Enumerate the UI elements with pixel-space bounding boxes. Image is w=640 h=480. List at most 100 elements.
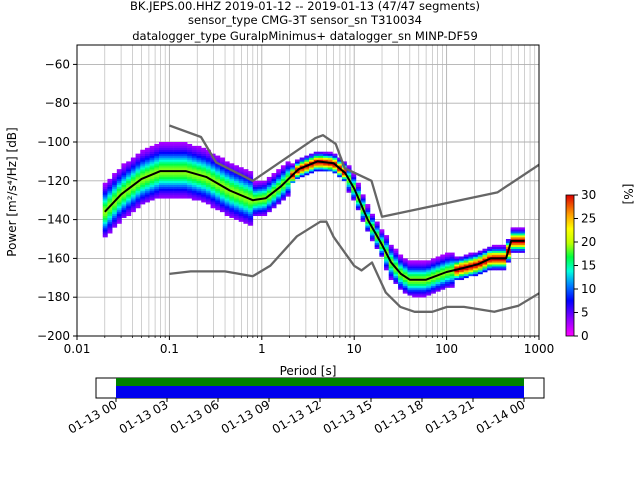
psd-density-cell (388, 258, 394, 261)
psd-density-cell (126, 194, 132, 197)
psd-density-cell (262, 186, 268, 189)
psd-density-cell (229, 215, 235, 218)
psd-density-cell (477, 268, 483, 271)
psd-density-cell (435, 287, 441, 290)
psd-density-cell (468, 268, 474, 271)
psd-density-cell (496, 244, 502, 248)
psd-density-cell (107, 184, 113, 187)
psd-density-cell (346, 165, 352, 168)
psd-density-cell (238, 167, 244, 170)
psd-density-cell (416, 266, 422, 269)
psd-density-cell (416, 264, 422, 267)
psd-density-cell (459, 256, 465, 259)
psd-density-cell (177, 145, 183, 149)
psd-density-cell (252, 209, 258, 213)
psd-density-cell (102, 182, 108, 185)
psd-density-cell (163, 178, 169, 182)
psd-density-cell (327, 159, 333, 162)
psd-density-cell (444, 260, 450, 263)
psd-density-cell (510, 231, 516, 234)
psd-density-cell (243, 204, 249, 207)
psd-density-cell (191, 163, 197, 166)
psd-density-cell (440, 287, 446, 290)
psd-density-cell (234, 178, 240, 182)
psd-density-cell (463, 260, 469, 263)
psd-density-cell (266, 209, 272, 213)
psd-density-cell (430, 289, 436, 292)
psd-density-cell (187, 153, 193, 156)
psd-density-cell (187, 149, 193, 152)
psd-density-cell (224, 161, 230, 164)
psd-density-cell (112, 186, 118, 189)
psd-density-cell (163, 176, 169, 180)
psd-density-cell (182, 161, 188, 164)
psd-density-cell (243, 184, 249, 187)
psd-density-cell (173, 173, 179, 176)
psd-density-cell (276, 202, 282, 205)
psd-density-cell (285, 161, 291, 164)
psd-density-cell (248, 194, 254, 197)
psd-density-cell (107, 178, 113, 182)
psd-density-cell (299, 171, 305, 174)
psd-density-cell (318, 163, 324, 166)
psd-density-cell (262, 192, 268, 195)
psd-density-cell (449, 252, 455, 255)
psd-density-cell (234, 165, 240, 168)
psd-density-cell (332, 167, 338, 170)
psd-density-cell (435, 262, 441, 265)
psd-density-cell (201, 165, 207, 168)
psd-density-cell (257, 184, 263, 187)
psd-density-cell (384, 266, 390, 269)
psd-density-cell (318, 169, 324, 172)
psd-density-cell (327, 157, 333, 160)
y-axis-ticks: −200−180−160−140−120−100−80−60 (37, 57, 77, 343)
y-tick-label: −120 (37, 174, 70, 188)
psd-density-cell (182, 165, 188, 168)
psd-density-cell (149, 147, 155, 151)
psd-density-cell (187, 157, 193, 160)
psd-density-cell (196, 176, 202, 180)
psd-density-cell (266, 190, 272, 193)
psd-density-cell (519, 237, 525, 240)
psd-density-cell (205, 186, 211, 189)
psd-density-cell (154, 153, 160, 156)
psd-density-cell (107, 186, 113, 189)
psd-density-cell (140, 171, 146, 174)
psd-density-cell (182, 145, 188, 149)
psd-density-cell (191, 196, 197, 199)
psd-density-cell (135, 171, 141, 174)
psd-density-cell (430, 262, 436, 265)
psd-density-cell (215, 173, 221, 176)
psd-density-cell (252, 192, 258, 195)
psd-density-cell (187, 167, 193, 170)
psd-density-cell (248, 200, 254, 203)
psd-density-cell (107, 209, 113, 213)
psd-density-cell (365, 223, 371, 226)
psd-density-cell (191, 151, 197, 154)
psd-density-cell (519, 227, 525, 230)
psd-density-cell (187, 180, 193, 184)
psd-density-cell (369, 237, 375, 240)
psd-density-cell (482, 250, 488, 253)
psd-density-cell (224, 176, 230, 180)
psd-density-cell (112, 182, 118, 185)
psd-density-cell (519, 235, 525, 238)
psd-density-cell (454, 271, 460, 275)
psd-density-cell (159, 184, 165, 187)
psd-density-cell (149, 153, 155, 156)
psd-density-cell (210, 161, 216, 164)
psd-density-cell (290, 167, 296, 170)
psd-density-cell (262, 190, 268, 193)
psd-density-cell (393, 262, 399, 265)
psd-density-cell (121, 213, 127, 217)
psd-density-cell (205, 151, 211, 154)
psd-density-cell (149, 188, 155, 191)
psd-density-cell (459, 262, 465, 265)
psd-density-cell (459, 271, 465, 275)
psd-density-cell (332, 153, 338, 156)
psd-density-cell (398, 283, 404, 286)
psd-density-cell (435, 271, 441, 275)
psd-density-cell (182, 153, 188, 156)
psd-density-cell (173, 149, 179, 152)
psd-density-cell (154, 147, 160, 151)
